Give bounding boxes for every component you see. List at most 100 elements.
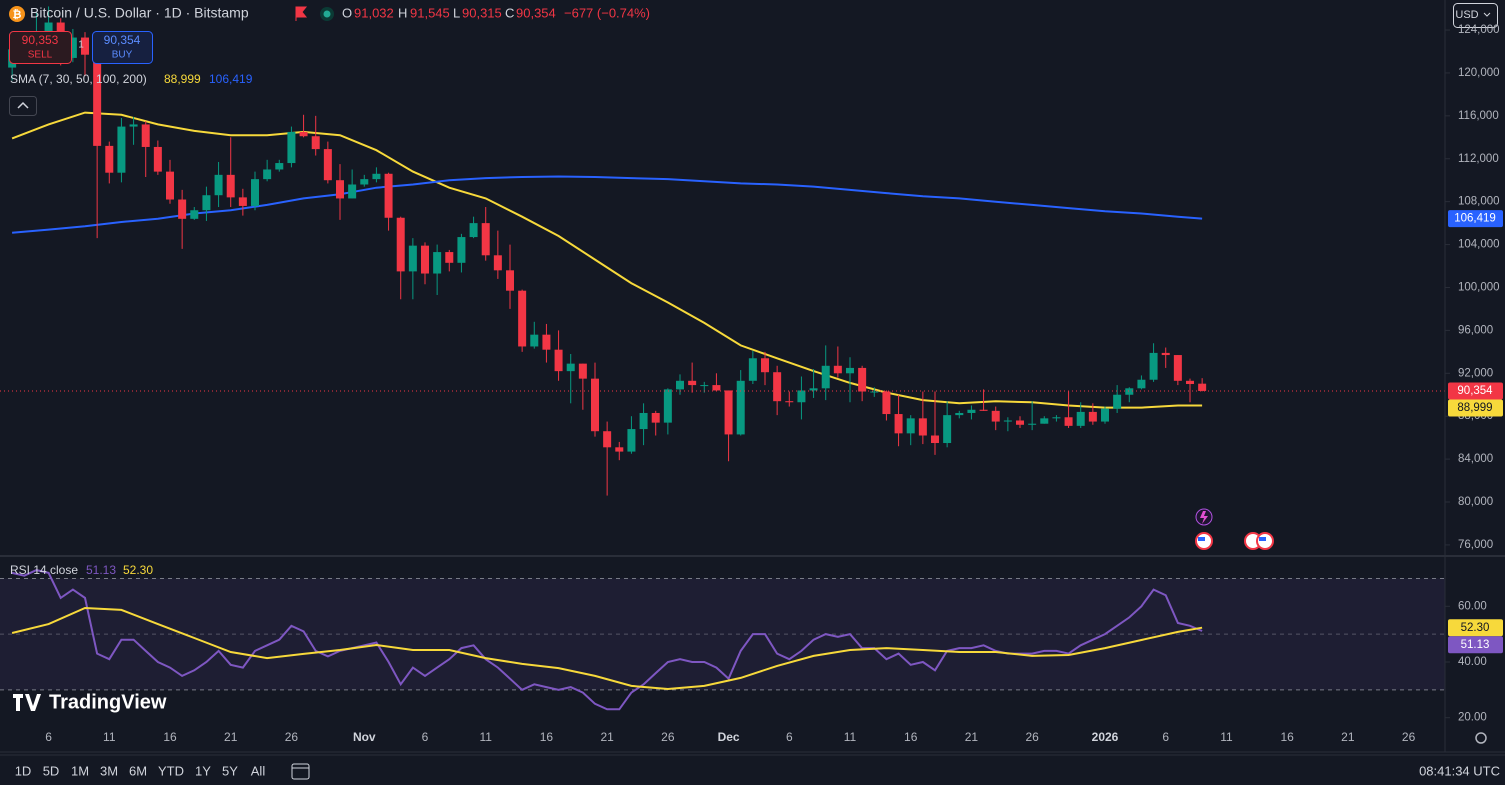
candle-body [433,252,442,274]
sell-label[interactable]: SELL [28,50,53,61]
range-button[interactable]: 6M [129,763,147,778]
indicator-value: 88,999 [164,72,201,86]
currency-caret[interactable] [1483,12,1491,17]
candle-body [129,124,138,127]
candle-body [68,37,77,58]
candle-body [943,415,952,444]
range-button[interactable]: 1M [71,763,89,778]
range-button[interactable]: 1Y [195,763,211,778]
x-tick-label: 21 [1341,730,1355,744]
candle-body [421,245,429,274]
buy-button[interactable] [92,31,153,64]
candle-body [566,363,575,372]
candle-body [1137,379,1146,389]
market-status-dot [323,10,331,18]
candle-body [105,145,114,173]
candle-body [578,363,587,379]
sell-button[interactable] [9,31,72,64]
candle-body [1052,417,1061,419]
range-button[interactable]: 1D [15,763,32,778]
candle-body [1101,408,1109,422]
candle-body [275,163,284,170]
candle-body [554,349,563,372]
candle-body [748,358,757,381]
rsi-ma-value: 52.30 [123,563,153,577]
range-button[interactable]: YTD [158,763,184,778]
candle-body [1113,394,1122,409]
price-tag [1448,210,1503,228]
currency-label[interactable]: USD [1455,9,1478,21]
rsi-title[interactable]: RSI 14 close [10,563,78,577]
y-tick-label: 84,000 [1458,453,1493,465]
x-tick-label: 11 [479,730,492,744]
candle-body [141,124,150,147]
ohlc-value: 90,354 [516,5,556,20]
candle-body [372,173,381,180]
buy-label[interactable]: BUY [112,50,133,61]
collapse-button[interactable] [9,96,37,116]
candle-body [846,367,854,374]
y-tick-label: 120,000 [1458,67,1500,79]
y-tick-label: 96,000 [1458,324,1493,336]
candle-body [870,391,879,393]
candle-body [1161,352,1170,356]
x-tick-label: 2026 [1092,730,1119,744]
x-tick-label: 6 [1162,730,1169,744]
candle-body [311,136,320,150]
ohlc-key: C [505,5,514,20]
price-tag-label: 51.13 [1461,639,1490,651]
candle-body [773,372,782,402]
price-change: −677 (−0.74%) [564,5,650,20]
candle-body [955,412,964,416]
candle-body [506,270,514,291]
range-button[interactable]: 5Y [222,763,238,778]
candle-body [263,169,272,180]
range-button[interactable]: 5D [43,763,60,778]
symbol-title[interactable]: Bitcoin / U.S. Dollar · 1D · Bitstamp [30,5,249,21]
settings-icon[interactable] [1475,732,1487,744]
candle-body [615,447,624,452]
candle-body [821,365,830,389]
range-button[interactable]: 3M [100,763,118,778]
sell-price[interactable]: 90,353 [22,33,59,47]
candle-body [178,199,187,219]
price-tag-label: 52.30 [1461,622,1490,634]
x-tick-label: 6 [422,730,429,744]
price-tag [1448,399,1503,417]
x-tick-label: Dec [718,730,740,744]
candle-body [1088,411,1097,422]
logo-mark[interactable] [13,694,41,711]
candle-body [858,367,867,392]
logo-text[interactable]: TradingView [49,691,167,713]
collapse-icon[interactable] [17,101,29,109]
x-tick-label: Nov [353,730,376,744]
buy-price[interactable]: 90,354 [104,33,141,47]
x-tick-label: 21 [965,730,979,744]
y-tick-label: 124,000 [1458,24,1500,36]
ohlc-value: 90,315 [462,5,502,20]
range-button[interactable]: All [251,763,266,778]
flag-canton [1198,537,1205,541]
candle-body [396,217,405,272]
date-range-icon[interactable] [291,763,310,780]
event-glyph[interactable] [1200,511,1208,524]
candle-body [1003,420,1012,422]
x-tick-label: 16 [540,730,554,744]
candle-body [1064,417,1073,426]
clock[interactable]: 08:41:34 UTC [1419,763,1500,778]
currency-button[interactable] [1453,3,1498,28]
candle-body [336,180,344,199]
flag-icon[interactable] [295,6,308,21]
indicator-title[interactable]: SMA (7, 30, 50, 100, 200) [10,72,147,86]
candle-body [384,173,393,218]
y-tick-label: 116,000 [1458,110,1499,122]
bitcoin-icon [9,6,25,22]
candle-body [1173,355,1182,381]
ohlc-key: L [453,5,460,20]
indicator-line [11,606,1203,691]
candle-body [81,37,89,55]
candle-body [651,412,660,423]
candle-body [785,401,794,403]
y-tick-label: 80,000 [1458,496,1493,508]
candle-body [93,54,102,146]
